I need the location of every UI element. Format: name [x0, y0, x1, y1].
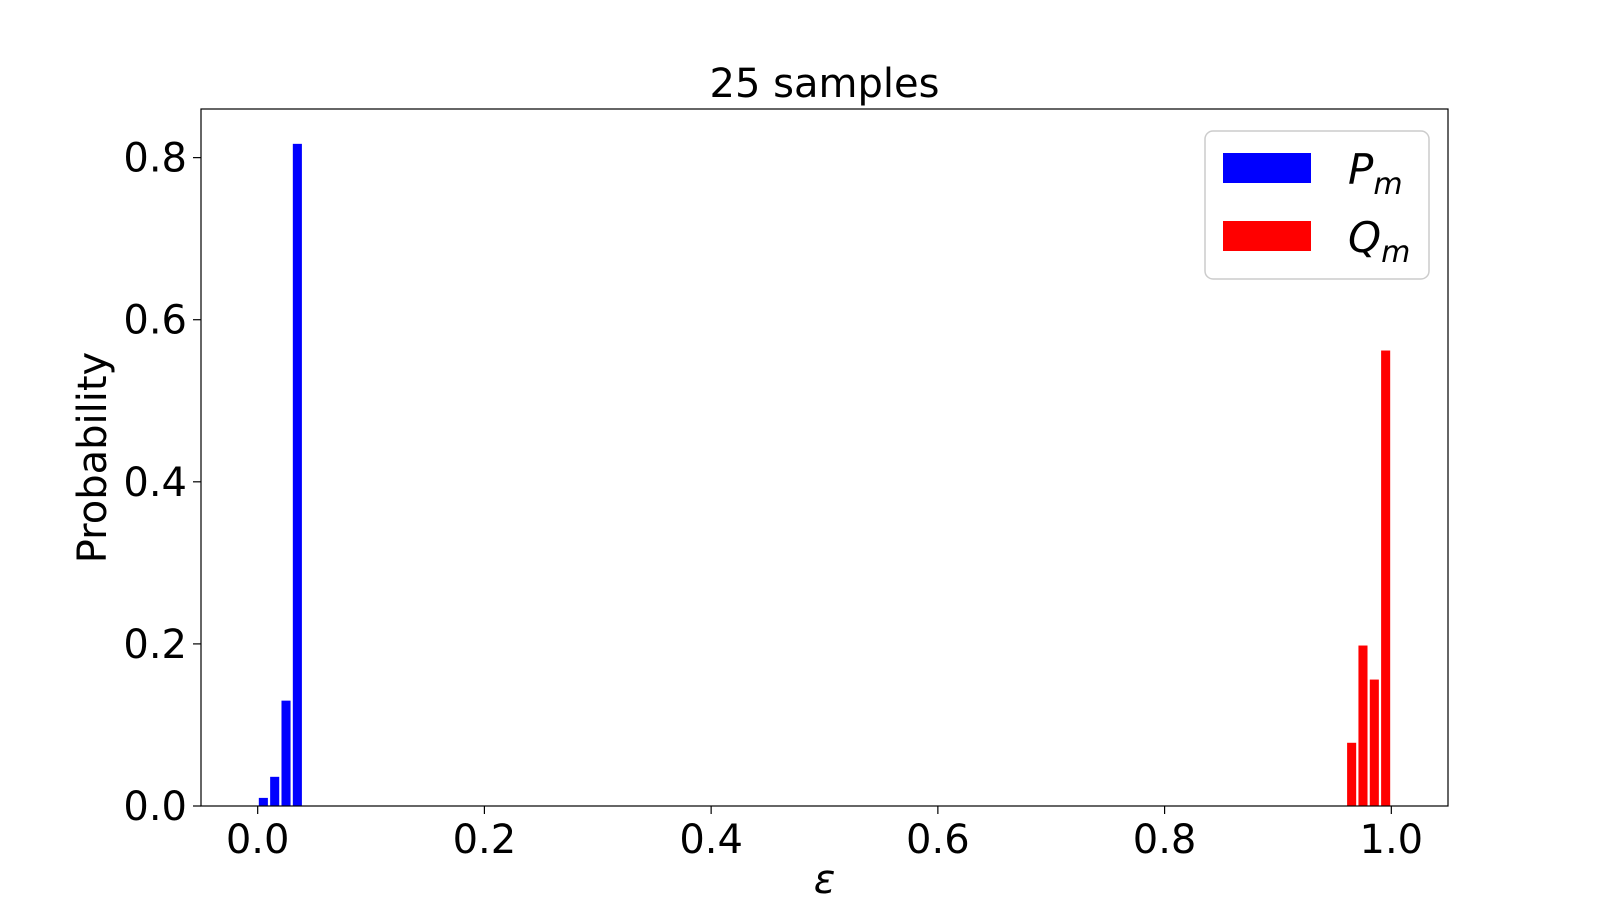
- bar-p-3: [292, 143, 302, 807]
- bar-q-0: [1347, 742, 1357, 806]
- legend-swatch-q: [1223, 221, 1311, 251]
- x-tick-label: 0.6: [906, 817, 970, 863]
- x-tick-label: 0.0: [226, 817, 290, 863]
- bar-p-1: [270, 776, 280, 806]
- x-tick-label: 0.8: [1133, 817, 1197, 863]
- bar-q-3: [1381, 350, 1391, 806]
- x-tick-label: 0.4: [679, 817, 743, 863]
- x-axis-label: ε: [814, 857, 836, 900]
- y-tick-label: 0.8: [123, 136, 187, 182]
- y-tick-label: 0.4: [123, 460, 187, 506]
- bar-q-2: [1369, 679, 1379, 806]
- bar-p-2: [281, 700, 291, 806]
- bar-p-0: [258, 797, 268, 806]
- bar-q-1: [1358, 645, 1368, 806]
- chart-title: 25 samples: [710, 61, 940, 107]
- y-tick-label: 0.0: [123, 784, 187, 830]
- legend-swatch-p: [1223, 153, 1311, 183]
- legend-label-p: Pm: [1348, 145, 1403, 202]
- y-tick-label: 0.2: [123, 622, 187, 668]
- x-tick-label: 1.0: [1360, 817, 1424, 863]
- legend: Pm Qm: [1204, 130, 1430, 280]
- y-tick-label: 0.6: [123, 298, 187, 344]
- y-axis-label: Probability: [70, 352, 116, 563]
- y-axis: 0.0 0.2 0.4 0.6 0.8: [123, 136, 201, 830]
- plot-frame: [200, 108, 1449, 807]
- legend-label-q: Qm: [1348, 213, 1410, 270]
- bars-group: [258, 143, 1391, 807]
- x-axis: 0.0 0.2 0.4 0.6 0.8 1.0: [226, 806, 1423, 863]
- x-tick-label: 0.2: [453, 817, 517, 863]
